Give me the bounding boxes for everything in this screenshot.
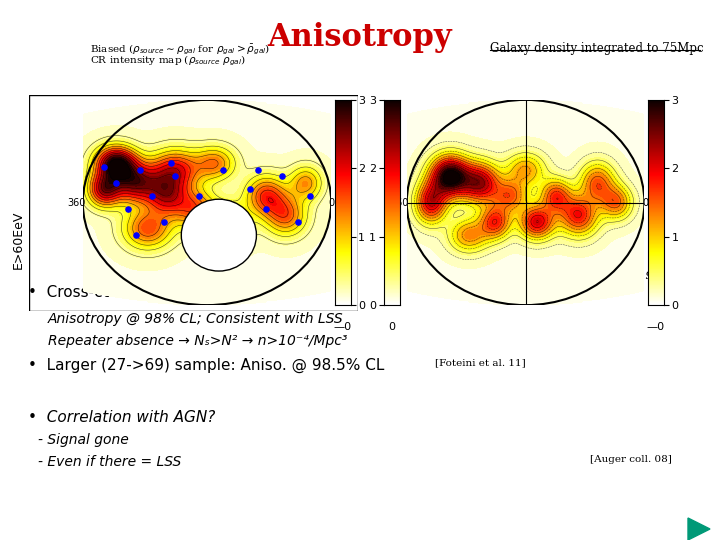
Text: —0: —0 [647,321,665,332]
Text: •  Correlation with AGN?: • Correlation with AGN? [28,410,215,425]
Point [304,192,315,200]
Text: Anisotropy: Anisotropy [268,22,452,53]
Point [166,159,177,167]
Text: Repeater absence → Nₛ>N² → n>10⁻⁴/Mpc³: Repeater absence → Nₛ>N² → n>10⁻⁴/Mpc³ [48,334,348,348]
Point [261,205,272,213]
Point [134,166,145,174]
Text: 0°: 0° [642,198,653,207]
Point [130,231,142,239]
Point [146,192,158,200]
Point [245,185,256,194]
Text: Biased ($\rho_{source}{\sim}\rho_{gal}$ for $\rho_{gal}{>}\bar{\rho}_{gal}$): Biased ($\rho_{source}{\sim}\rho_{gal}$ … [90,42,270,57]
Point [292,218,304,226]
Text: E>60EeV: E>60EeV [12,211,24,269]
Text: [Foteini et al. 11]: [Foteini et al. 11] [435,358,526,367]
Text: CR intensity map ($\rho_{source}$ $\rho_{gal}$): CR intensity map ($\rho_{source}$ $\rho_… [90,54,246,69]
Ellipse shape [181,199,256,271]
Point [122,205,134,213]
Point [194,192,205,200]
Text: - Even if there = LSS: - Even if there = LSS [38,455,181,469]
Text: •  Larger (27->69) sample: Aniso. @ 98.5% CL: • Larger (27->69) sample: Aniso. @ 98.5%… [28,358,384,373]
Text: [: [ [196,270,200,280]
Text: 0: 0 [388,321,395,332]
Text: & EW 08]: & EW 08] [236,270,294,280]
Polygon shape [688,518,710,540]
Text: Anisotropy @ 98% CL; Consistent with LSS: Anisotropy @ 98% CL; Consistent with LSS [48,312,343,326]
Point [170,172,181,181]
Point [110,179,122,187]
Text: Galaxy density integrated to 75Mpc: Galaxy density integrated to 75Mpc [490,42,703,55]
Point [217,166,228,174]
Text: [EW, Fisher & Piran 97]: [EW, Fisher & Piran 97] [530,270,664,280]
Text: —0: —0 [333,321,352,332]
Text: [Auger coll. 08]: [Auger coll. 08] [590,455,672,464]
Text: 0°: 0° [329,198,340,207]
Point [253,166,264,174]
Point [99,162,110,171]
Point [158,218,169,226]
Text: •  Cross-correlation signal:: • Cross-correlation signal: [28,285,232,300]
Text: 360: 360 [67,198,85,207]
Text: - Signal gone: - Signal gone [38,433,129,447]
Text: 360: 360 [391,198,409,207]
Text: Kashti: Kashti [202,270,238,280]
Point [276,172,288,181]
